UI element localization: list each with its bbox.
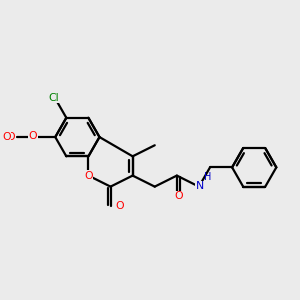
Text: N: N xyxy=(196,181,204,191)
Text: O: O xyxy=(84,171,93,181)
Text: O: O xyxy=(116,201,124,211)
Text: O: O xyxy=(174,191,183,201)
Text: O: O xyxy=(29,131,38,141)
Text: O: O xyxy=(7,132,15,142)
Text: O: O xyxy=(2,132,10,142)
Text: H: H xyxy=(204,172,212,182)
Text: Cl: Cl xyxy=(48,93,59,103)
